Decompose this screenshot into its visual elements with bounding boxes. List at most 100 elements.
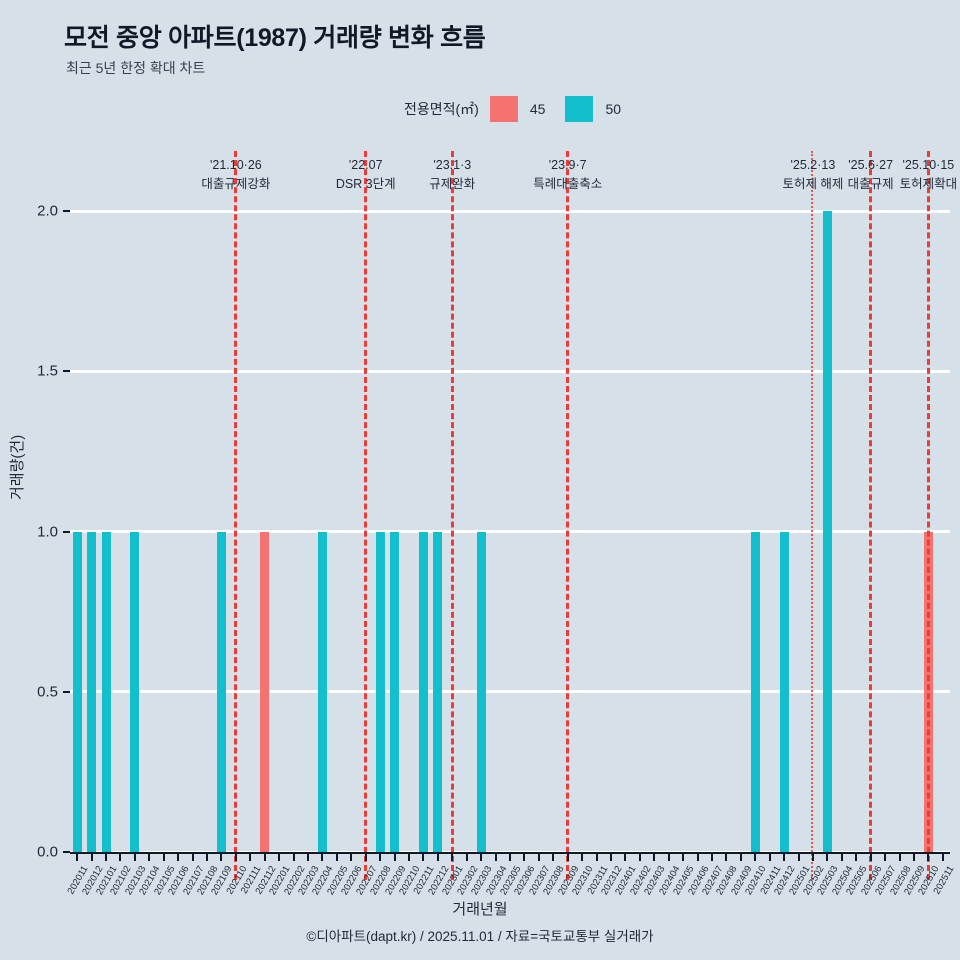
x-tick-mark (725, 852, 728, 861)
bar (476, 531, 486, 852)
y-tick-mark (63, 370, 70, 373)
bar (822, 211, 832, 852)
event-line (450, 151, 454, 880)
x-tick-mark (494, 852, 497, 861)
x-tick-mark (682, 852, 685, 861)
y-tick-label: 0.5 (37, 683, 58, 701)
x-tick-mark (739, 852, 742, 861)
y-tick-mark (63, 210, 70, 212)
x-tick-mark (105, 852, 108, 861)
event-line (566, 151, 570, 880)
y-tick-label: 1.0 (37, 523, 58, 540)
y-tick-label: 2.0 (37, 202, 58, 220)
x-tick-mark (436, 852, 439, 861)
x-tick-mark (119, 852, 122, 861)
x-tick-mark (523, 852, 526, 861)
x-tick-mark (263, 852, 266, 861)
x-tick-mark (566, 852, 569, 861)
x-tick-mark (595, 852, 598, 861)
x-tick-mark (148, 852, 151, 861)
x-tick-mark (869, 852, 872, 861)
legend-label-50: 50 (605, 101, 622, 117)
x-tick-mark (624, 852, 627, 861)
x-tick-mark (206, 852, 209, 861)
x-tick-mark (638, 852, 641, 861)
event-line (811, 151, 814, 880)
x-tick-mark (797, 852, 800, 861)
y-tick-label: 0.0 (37, 843, 58, 861)
y-tick-label: 1.5 (37, 362, 58, 380)
x-tick-mark (480, 852, 483, 861)
x-tick-mark (552, 852, 555, 861)
x-tick-mark (307, 852, 310, 861)
legend-swatch-50 (565, 96, 594, 122)
x-tick-mark (292, 852, 295, 861)
x-tick-mark (609, 852, 612, 861)
gridline (70, 209, 950, 213)
x-tick-mark (884, 852, 887, 861)
x-tick-mark (451, 852, 454, 861)
x-tick-mark (220, 852, 223, 861)
x-tick-mark (581, 852, 584, 861)
x-tick-mark (840, 852, 843, 861)
bar (260, 531, 270, 852)
x-tick-mark (653, 852, 656, 861)
event-annotation: '25.10·15 토허제확대 (858, 156, 960, 195)
gridline (70, 690, 950, 694)
x-tick-mark (379, 852, 382, 861)
bar (101, 531, 111, 852)
event-line (234, 151, 238, 880)
bar (317, 531, 327, 852)
y-tick-mark (63, 530, 70, 533)
x-tick-mark (826, 852, 829, 861)
x-tick-mark (927, 852, 930, 861)
legend: 전용면적(㎡) 45 50 (404, 96, 641, 122)
bar (130, 531, 140, 852)
x-tick-mark (234, 852, 237, 861)
x-tick-mark (422, 852, 425, 861)
x-tick-mark (811, 852, 814, 861)
x-tick-mark (696, 852, 699, 861)
x-tick-mark (133, 852, 136, 861)
x-tick-mark (321, 852, 324, 861)
bar (750, 531, 760, 852)
x-tick-mark (710, 852, 713, 861)
x-tick-mark (754, 852, 757, 861)
chart-subtitle: 최근 5년 한정 확대 차트 (66, 60, 206, 76)
x-tick-mark (191, 852, 194, 861)
x-tick-mark (783, 852, 786, 861)
x-tick-mark (350, 852, 353, 861)
event-date: '25.10·15 (902, 158, 955, 172)
bar (433, 531, 443, 852)
x-tick-mark (278, 852, 281, 861)
event-line (926, 151, 930, 880)
x-tick-mark (912, 852, 915, 861)
x-tick-mark (898, 852, 901, 861)
x-tick-mark (768, 852, 771, 861)
chart-title: 모전 중앙 아파트(1987) 거래량 변화 흐름 (64, 24, 486, 52)
x-axis-title: 거래년월 (452, 901, 508, 918)
x-tick-mark (537, 852, 540, 861)
x-tick-mark (335, 852, 338, 861)
y-axis-title: 거래량(건) (9, 434, 26, 500)
gridline (70, 369, 950, 373)
bar (779, 531, 789, 852)
x-tick-mark (177, 852, 180, 861)
x-tick-mark (465, 852, 468, 861)
x-tick-mark (667, 852, 670, 861)
y-tick-mark (63, 690, 70, 693)
event-line (364, 151, 368, 880)
x-tick-mark (90, 852, 93, 861)
legend-title: 전용면적(㎡) (404, 101, 479, 117)
event-line (869, 151, 873, 880)
y-tick-mark (63, 851, 70, 853)
x-tick-mark (855, 852, 858, 861)
bar (375, 531, 385, 852)
bar (418, 531, 428, 852)
plot-area (70, 151, 950, 880)
legend-label-45: 45 (529, 101, 546, 117)
x-tick-mark (162, 852, 165, 861)
x-tick-mark (509, 852, 511, 861)
x-tick-mark (364, 852, 367, 861)
